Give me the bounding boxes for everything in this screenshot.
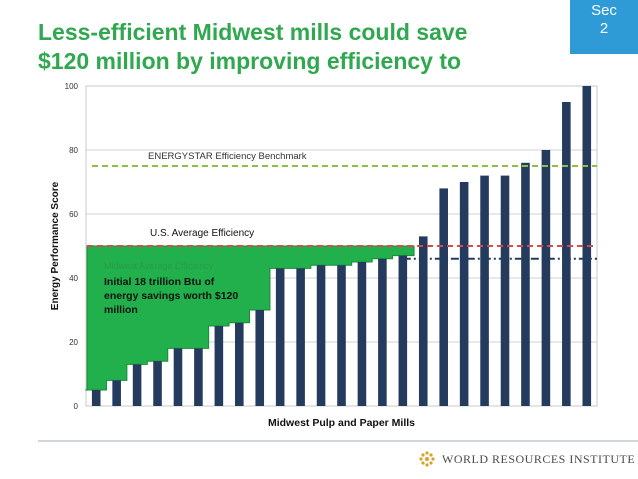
y-tick-label: 0 xyxy=(74,402,79,411)
bar xyxy=(459,182,469,406)
bar xyxy=(112,380,121,406)
savings-annotation-line: million xyxy=(104,304,138,316)
footer-logo: WORLD RESOURCES INSTITUTE xyxy=(418,449,635,469)
x-axis-title: Midwest Pulp and Paper Mills xyxy=(268,417,415,429)
bar xyxy=(235,322,244,406)
bar xyxy=(582,86,592,406)
savings-annotation-line: Initial 18 trillion Btu of xyxy=(104,276,215,288)
y-axis-title: Energy Performance Score xyxy=(50,181,61,310)
slide-title-line-1: Less-efficient Midwest mills could save xyxy=(38,19,468,45)
bar xyxy=(378,258,387,406)
energystar-benchmark-label: ENERGYSTAR Efficiency Benchmark xyxy=(148,151,307,162)
footer-divider xyxy=(38,440,638,442)
y-tick-label: 80 xyxy=(69,146,78,155)
savings-annotation-line: energy savings worth $120 xyxy=(104,290,238,302)
bar xyxy=(541,150,551,406)
bar xyxy=(91,390,101,406)
midwest-average-label: Midwest Average Efficiency xyxy=(104,261,214,271)
bar xyxy=(562,102,571,406)
bar xyxy=(398,255,408,406)
bar xyxy=(316,265,326,406)
bar xyxy=(214,326,224,406)
bar xyxy=(132,364,142,406)
bar xyxy=(275,268,285,406)
bar xyxy=(255,310,265,406)
bar xyxy=(357,262,367,406)
bar xyxy=(337,265,346,406)
y-tick-label: 40 xyxy=(69,274,78,283)
bar xyxy=(521,162,530,406)
bar xyxy=(153,361,162,406)
y-tick-label: 20 xyxy=(69,338,78,347)
bar xyxy=(500,175,510,406)
y-tick-label: 100 xyxy=(65,82,79,91)
energy-performance-chart: 0 20 40 60 80 100 ENERGYSTAR Efficiency Benchm… xyxy=(50,82,598,429)
wri-logo-icon xyxy=(419,451,435,467)
slide-title: Less-efficient Midwest mills could save … xyxy=(38,18,558,76)
bar xyxy=(194,348,203,406)
section-badge: Sec 2 xyxy=(570,0,638,54)
footer-org-name: WORLD RESOURCES INSTITUTE xyxy=(442,451,636,466)
bar xyxy=(173,348,183,406)
section-badge-label: Sec xyxy=(591,2,617,19)
bar xyxy=(480,175,489,406)
y-tick-label: 60 xyxy=(69,210,78,219)
bar xyxy=(296,268,305,406)
section-badge-number: 2 xyxy=(599,20,609,37)
bar xyxy=(439,188,448,406)
us-average-label: U.S. Average Efficiency xyxy=(150,228,254,239)
slide-title-line-2: $120 million by improving efficiency to xyxy=(38,48,462,74)
bar xyxy=(418,236,428,406)
